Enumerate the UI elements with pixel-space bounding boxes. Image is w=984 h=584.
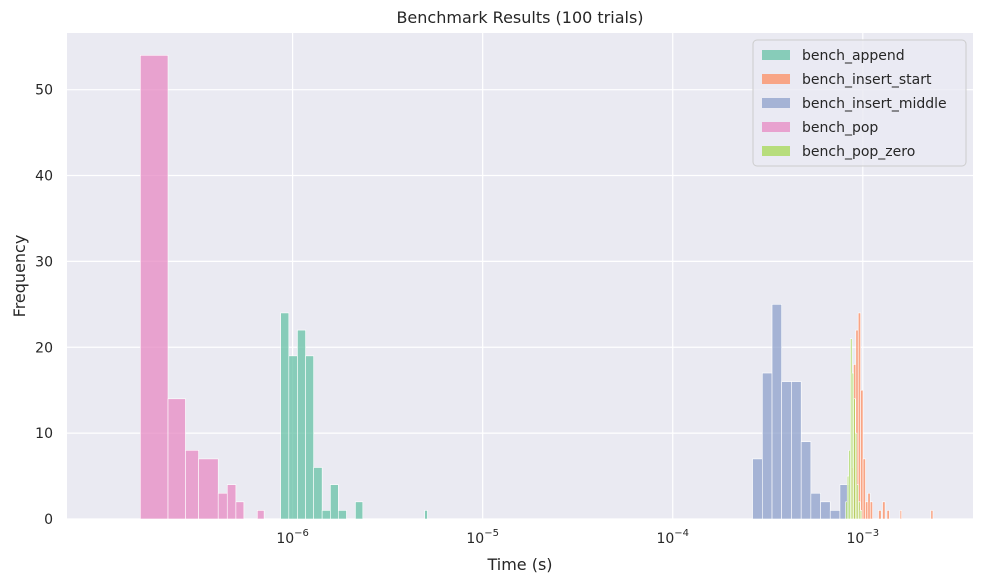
legend-label-bench_pop: bench_pop	[802, 120, 878, 136]
bench_insert_middle-bar-4	[791, 381, 802, 520]
y-tick-label-1: 10	[35, 426, 53, 442]
bench_append-bar-3	[305, 355, 314, 520]
bench_append-bar-1	[288, 355, 298, 520]
legend-swatch-bench_insert_middle	[762, 98, 790, 108]
bench_insert_start-bar-4	[860, 389, 864, 520]
bench_pop-bar-5	[226, 484, 237, 520]
bench_insert_middle-bar-3	[781, 381, 792, 520]
bench_pop-bar-4	[217, 492, 228, 520]
x-tick-exponent: −5	[484, 528, 499, 539]
x-axis-label: Time (s)	[486, 555, 552, 574]
bench_pop-bar-3	[198, 458, 219, 520]
x-tick-base: 10	[466, 531, 484, 547]
bench_insert_middle-bar-8	[829, 510, 841, 520]
y-tick-label-3: 30	[35, 254, 53, 270]
bench_append-bar-8	[355, 501, 364, 520]
legend-swatch-bench_pop	[762, 122, 790, 132]
y-axis-label: Frequency	[10, 235, 29, 318]
x-tick-label-3: 10−3	[847, 528, 880, 547]
bench_pop_zero-bar-6	[854, 432, 858, 520]
bench_insert_start-bar-9	[878, 510, 882, 520]
bench_pop_zero-bar-9	[859, 510, 863, 520]
bench_insert_start-bar-13	[930, 510, 934, 520]
bench_pop-bar-0	[140, 55, 169, 520]
bench_insert_middle-bar-1	[762, 372, 773, 520]
x-tick-exponent: −4	[674, 528, 689, 539]
bench_insert_start-bar-6	[865, 501, 869, 520]
histogram-bars	[140, 55, 934, 520]
legend-swatch-bench_pop_zero	[762, 146, 790, 156]
bench_insert_middle-bar-2	[771, 304, 782, 520]
bench_insert_start-bar-10	[882, 501, 886, 520]
bench_pop-bar-6	[235, 501, 245, 520]
y-tick-label-5: 50	[35, 83, 53, 99]
x-tick-base: 10	[276, 531, 294, 547]
bench_append-bar-5	[321, 510, 331, 520]
x-tick-label-1: 10−5	[466, 528, 499, 547]
bench_insert_middle-bar-6	[810, 492, 821, 520]
legend: bench_append bench_insert_start bench_inse…	[752, 39, 967, 167]
bench_append-bar-7	[338, 510, 347, 520]
bench_insert_middle-bar-0	[752, 458, 763, 520]
y-tick-label-2: 20	[35, 340, 53, 356]
legend-label-bench_insert_start: bench_insert_start	[802, 72, 932, 88]
bench_pop-bar-2	[185, 450, 199, 520]
legend-label-bench_append: bench_append	[802, 48, 905, 64]
chart-title: Benchmark Results (100 trials)	[396, 8, 643, 27]
bench_insert_start-bar-8	[869, 501, 873, 520]
legend-label-bench_insert_middle: bench_insert_middle	[802, 96, 947, 112]
bench_append-bar-6	[330, 484, 339, 520]
bench_pop-bar-7	[257, 510, 265, 520]
legend-swatch-bench_append	[762, 50, 790, 60]
x-tick-base: 10	[656, 531, 674, 547]
legend-box	[752, 39, 967, 167]
bench_append-bar-2	[297, 329, 306, 520]
bench_append-bar-4	[313, 467, 323, 520]
x-tick-exponent: −6	[294, 528, 309, 539]
x-tick-label-2: 10−4	[656, 528, 689, 547]
bench_append-bar-9	[424, 510, 428, 520]
bench_insert_middle-bar-7	[820, 501, 831, 520]
x-tick-base: 10	[847, 531, 865, 547]
bench_pop-bar-1	[167, 398, 186, 520]
legend-swatch-bench_insert_start	[762, 74, 790, 84]
bench_insert_start-bar-12	[899, 510, 902, 520]
bench_insert_start-bar-7	[867, 492, 871, 520]
y-tick-label-0: 0	[44, 512, 53, 528]
legend-label-bench_pop_zero: bench_pop_zero	[802, 144, 915, 160]
bench_insert_start-bar-11	[886, 510, 890, 520]
bench_append-bar-0	[280, 312, 290, 520]
y-tick-label-4: 40	[35, 169, 53, 185]
bench_insert_start-bar-5	[862, 458, 866, 520]
x-tick-label-0: 10−6	[276, 528, 309, 547]
bench_insert_middle-bar-5	[800, 441, 812, 520]
x-tick-exponent: −3	[864, 528, 879, 539]
